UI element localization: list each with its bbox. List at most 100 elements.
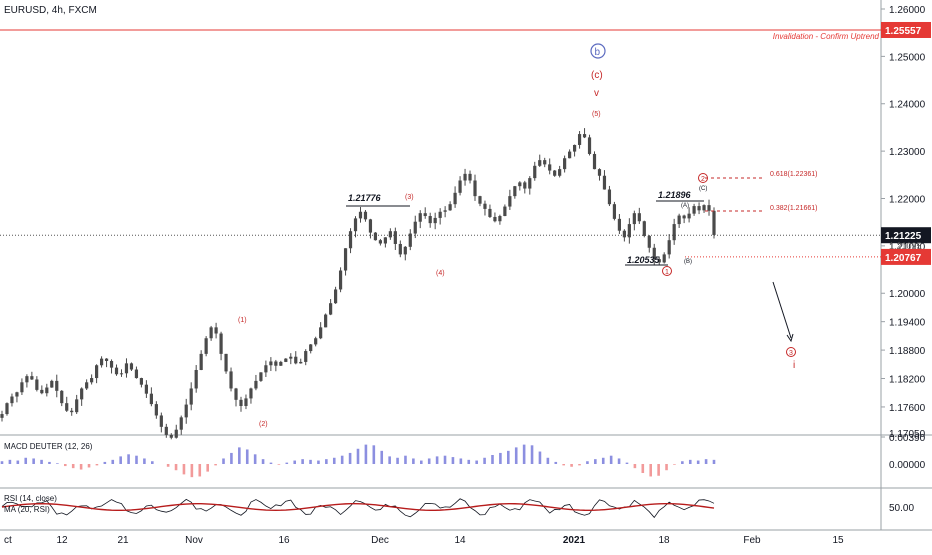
- price-label-high: 1.21776: [348, 193, 382, 203]
- candle-body: [702, 205, 706, 211]
- price-tick-label: 1.17050: [889, 429, 926, 440]
- candle-body: [15, 392, 19, 397]
- candle-body: [577, 134, 582, 145]
- candle-body: [75, 399, 79, 413]
- candle-body: [244, 398, 248, 406]
- candle-body: [99, 358, 104, 366]
- price-tick-label: 1.17600: [889, 403, 926, 414]
- candle-body: [249, 388, 253, 399]
- candle-body: [184, 404, 188, 418]
- candle-body: [269, 361, 273, 366]
- price-tick-label: 1.18800: [889, 346, 926, 357]
- candle-body: [40, 389, 44, 394]
- candle-body: [219, 333, 223, 354]
- candle-body: [443, 210, 447, 212]
- candle-body: [687, 213, 691, 219]
- candle-body: [622, 230, 626, 238]
- candle-body: [159, 415, 163, 427]
- candle-body: [433, 217, 437, 224]
- rsi-label: RSI (14, close): [4, 494, 57, 503]
- candle-body: [393, 231, 397, 244]
- wave-label-v: v: [594, 88, 599, 99]
- wave-label-b: b: [595, 47, 601, 58]
- price-tick-label: 1.18200: [889, 375, 926, 386]
- candle-body: [612, 204, 617, 219]
- candle-body: [5, 403, 9, 415]
- candle-body: [85, 382, 89, 389]
- candle-body: [169, 434, 173, 438]
- time-tick-label: Nov: [185, 535, 203, 546]
- candle-body: [677, 215, 681, 225]
- candle-body: [503, 206, 507, 217]
- fib-label-382: 0.382(1.21661): [770, 205, 817, 212]
- wave-label-A: (A): [681, 203, 689, 209]
- candle-body: [378, 240, 383, 244]
- invalidation-price-label: 1.25557: [885, 26, 922, 37]
- candle-body: [398, 243, 402, 255]
- candle-body: [607, 189, 612, 205]
- wave-circle-b: [590, 43, 606, 59]
- candle-body: [164, 426, 168, 435]
- candle-body: [284, 358, 288, 362]
- macd-tick-label: 0.00390: [889, 433, 926, 444]
- candle-body: [179, 417, 183, 430]
- candle-body: [528, 178, 532, 189]
- candle-body: [423, 213, 427, 217]
- candle-body: [533, 165, 537, 179]
- candle-body: [418, 213, 422, 222]
- candle-body: [55, 380, 59, 391]
- fib-label-618: 0.618(1.22361): [770, 171, 817, 178]
- candle-body: [358, 211, 363, 219]
- candle-body: [632, 213, 636, 225]
- candle-body: [672, 224, 676, 241]
- wave-label-1: (1): [238, 317, 247, 324]
- macd-label: MACD DEUTER (12, 26): [4, 442, 93, 451]
- time-tick-label: 14: [454, 535, 466, 546]
- candle-body: [647, 235, 651, 248]
- time-tick-label: ct: [4, 535, 12, 546]
- candle-body: [712, 210, 716, 235]
- wave-label-circle-2: 2: [701, 176, 705, 183]
- rsi-line: [1, 498, 715, 519]
- candle-body: [224, 353, 228, 372]
- time-tick-label: 16: [278, 535, 290, 546]
- candle-body: [348, 231, 353, 249]
- candle-body: [149, 393, 153, 405]
- rsi-ma-line: [1, 503, 715, 512]
- candle-body: [513, 186, 517, 197]
- candle-body: [453, 192, 457, 205]
- invalidation-text: Invalidation - Confirm Uptrend: [773, 32, 880, 41]
- wave-label-3: (3): [405, 194, 414, 201]
- time-tick-label: 12: [56, 535, 68, 546]
- candle-body: [642, 221, 646, 236]
- wave-label-2: (2): [259, 421, 268, 428]
- candle-body: [254, 380, 258, 389]
- price-tick-label: 1.23000: [889, 147, 926, 158]
- candle-body: [209, 327, 213, 339]
- candle-body: [60, 390, 64, 404]
- candle-body: [548, 164, 552, 171]
- candle-body: [413, 221, 417, 234]
- candle-body: [324, 314, 328, 328]
- candle-body: [65, 403, 69, 411]
- candle-body: [627, 224, 631, 238]
- candle-body: [299, 361, 303, 364]
- candle-body: [493, 216, 497, 222]
- candle-body: [90, 378, 94, 383]
- candle-body: [568, 151, 572, 159]
- projection-arrow: [772, 281, 792, 339]
- candle-body: [104, 358, 109, 361]
- candle-body: [20, 382, 24, 393]
- candle-body: [383, 237, 387, 244]
- price-tick-label: 1.26000: [889, 5, 926, 16]
- wave-label-5: (5): [592, 111, 601, 118]
- candle-body: [523, 182, 527, 189]
- candle-body: [448, 204, 452, 211]
- candle-body: [572, 144, 577, 152]
- candle-body: [239, 399, 243, 406]
- candle-body: [692, 206, 696, 214]
- candle-body: [294, 356, 298, 364]
- candle-body: [483, 203, 487, 209]
